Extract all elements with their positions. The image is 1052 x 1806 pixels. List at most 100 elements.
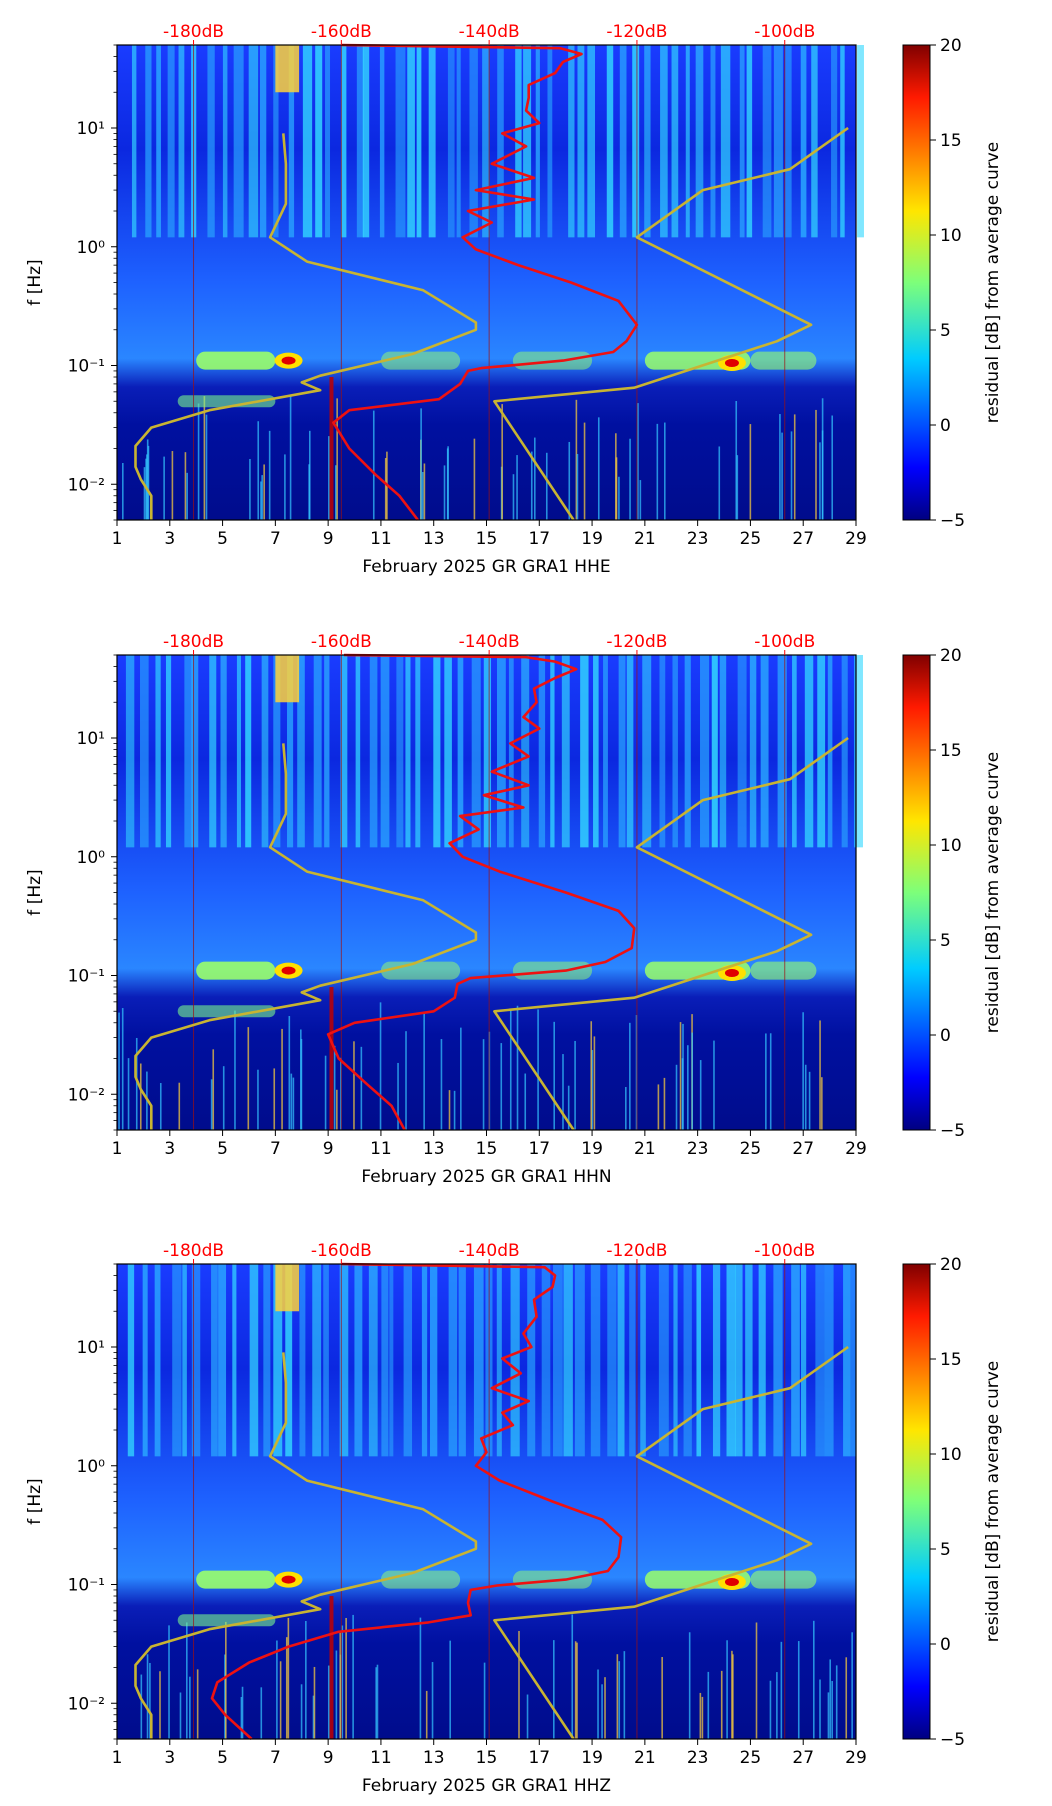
daily-streak — [297, 655, 305, 848]
transient-spike — [345, 1617, 347, 1739]
top-db-label: -160dB — [311, 632, 372, 652]
colorbar-tick-label: 15 — [940, 741, 962, 761]
x-tick-label: 13 — [423, 529, 445, 549]
daily-streak — [172, 1264, 182, 1457]
daily-streak — [658, 1264, 669, 1457]
x-tick-label: 25 — [740, 529, 762, 549]
transient-spike — [593, 1036, 596, 1130]
x-axis-label: February 2025 GR GRA1 HHE — [362, 557, 610, 577]
transient-spike — [308, 430, 311, 520]
daily-streak — [800, 45, 807, 238]
transient-spike — [376, 1664, 379, 1739]
x-tick-label: 11 — [370, 1748, 392, 1768]
transient-spike — [720, 1670, 723, 1739]
transient-spike — [687, 1045, 689, 1130]
daily-streak — [324, 655, 330, 848]
transient-spike — [707, 1671, 710, 1739]
transient-spike — [122, 463, 124, 520]
daily-streak — [182, 1264, 187, 1457]
top-db-label: -100dB — [754, 632, 815, 652]
x-tick-label: 25 — [740, 1139, 762, 1159]
transient-spike — [121, 1008, 124, 1130]
y-axis-label: f [Hz] — [25, 259, 45, 305]
transient-spike — [701, 1696, 704, 1739]
daily-streak — [483, 655, 492, 848]
daily-streak — [218, 1264, 227, 1457]
daily-streak — [142, 1264, 148, 1457]
transient-spike — [118, 1012, 120, 1130]
transient-spike — [292, 1077, 295, 1130]
daily-streak — [395, 45, 406, 238]
transient-spike — [804, 1064, 807, 1130]
daily-streak — [804, 655, 814, 848]
top-db-label: -140dB — [459, 1241, 520, 1261]
daily-streak — [749, 655, 757, 848]
transient-spike — [313, 1666, 316, 1739]
x-tick-label: 13 — [423, 1139, 445, 1159]
daily-streak — [341, 45, 347, 238]
transient-spike — [808, 1071, 811, 1130]
daily-streak — [720, 45, 731, 238]
daily-streak — [857, 45, 864, 238]
transient-spike — [139, 1063, 142, 1130]
transient-spike — [576, 1642, 578, 1739]
storm-hotspot-core — [281, 1575, 296, 1584]
transient-spike — [553, 1021, 556, 1130]
transient-spike — [448, 1090, 451, 1130]
daily-streak — [535, 45, 540, 238]
x-tick-label: 5 — [217, 529, 228, 549]
transient-spike — [127, 1058, 130, 1130]
red-column — [329, 1596, 334, 1739]
daily-streak — [220, 655, 227, 848]
x-tick-label: 3 — [164, 529, 175, 549]
transient-spike — [821, 398, 824, 520]
transient-spike — [276, 1640, 278, 1739]
daily-streak — [497, 45, 504, 238]
transient-spike — [819, 1020, 821, 1130]
colorbar: 20 15 10 5 0 −5 residual [dB] from average cur… — [902, 36, 1003, 531]
daily-streak — [405, 655, 411, 848]
transient-spike — [851, 1632, 853, 1739]
x-tick-label: 27 — [792, 1139, 814, 1159]
transient-spike — [821, 1077, 823, 1130]
daily-streak — [508, 655, 514, 848]
daily-streak — [745, 1264, 753, 1457]
daily-streak — [156, 45, 161, 238]
top-db-label: -180dB — [163, 1241, 224, 1261]
transient-spike — [576, 453, 579, 520]
median-PSD-curve — [210, 1262, 623, 1740]
daily-streak — [521, 655, 530, 848]
transient-spike — [597, 417, 600, 520]
x-tick-label: 27 — [792, 529, 814, 549]
transient-spike — [735, 400, 738, 520]
x-tick-label: 19 — [581, 1748, 603, 1768]
transient-spike — [537, 1009, 539, 1130]
transient-spike — [516, 455, 518, 520]
x-tick-label: 3 — [164, 1139, 175, 1159]
daily-streak — [550, 655, 555, 848]
transient-spike — [819, 1679, 821, 1739]
transient-spike — [731, 1650, 733, 1739]
transient-spike — [625, 1087, 627, 1130]
transient-spike — [682, 1023, 684, 1130]
transient-spike — [483, 1662, 486, 1739]
transient-spike — [186, 1622, 188, 1739]
transient-spike — [657, 1084, 660, 1130]
transient-spike — [335, 1650, 338, 1739]
transient-spike — [257, 421, 260, 520]
transient-spike — [205, 414, 208, 520]
daily-streak — [457, 655, 464, 848]
x-tick-label: 7 — [270, 1139, 281, 1159]
daily-streak — [593, 655, 599, 848]
daily-streak — [473, 1264, 484, 1457]
daily-streak — [619, 45, 627, 238]
transient-spike — [247, 1027, 250, 1130]
daily-streak — [125, 655, 135, 848]
x-tick-label: 15 — [476, 1748, 498, 1768]
x-tick-label: 11 — [370, 529, 392, 549]
daily-streak — [249, 1264, 259, 1457]
x-tick-label: 19 — [581, 1139, 603, 1159]
transient-spike — [629, 1022, 631, 1130]
daily-streak — [458, 1264, 466, 1457]
